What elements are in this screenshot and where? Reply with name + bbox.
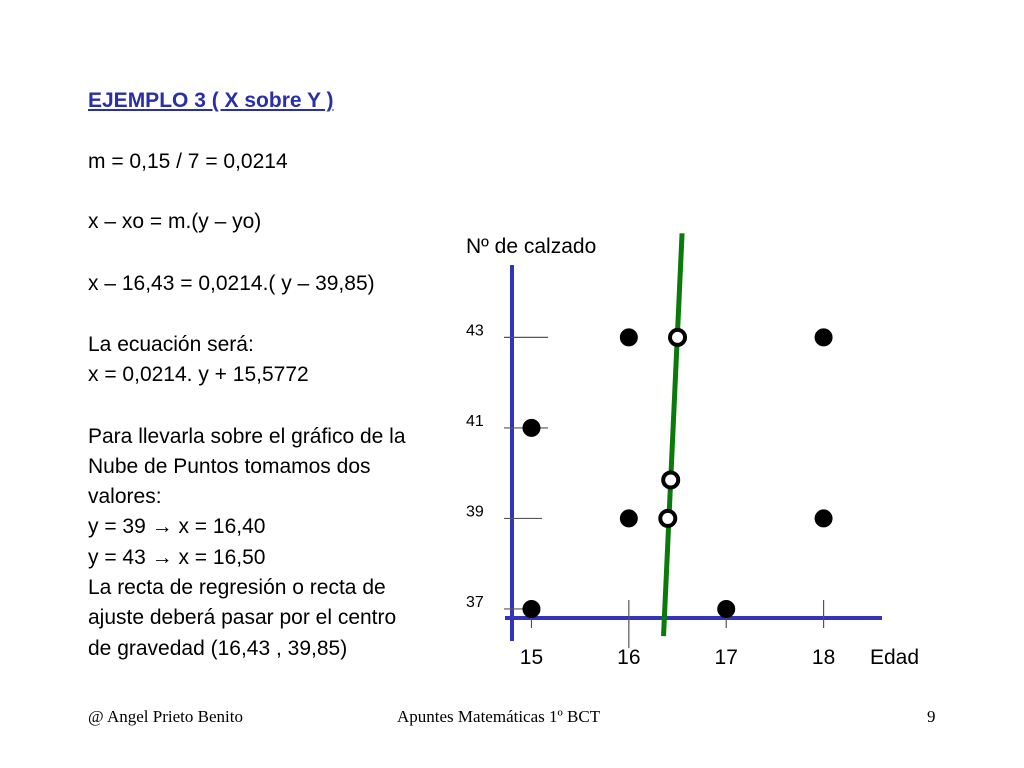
equation-intro: La ecuación será: — [88, 333, 254, 356]
data-point-1 — [522, 418, 541, 437]
conclusion-line-3: de gravedad (16,43 , 39,85) — [88, 637, 348, 660]
explanation-line-3: valores: — [88, 485, 162, 508]
conclusion-line-1: La recta de regresión o recta de — [88, 576, 386, 599]
data-point-4 — [717, 599, 736, 618]
y-tick-label-39: 39 — [466, 503, 484, 520]
y-axis-label: Nº de calzado — [466, 235, 596, 258]
x-tick-label-17: 17 — [715, 646, 738, 669]
hollow-point-0 — [658, 508, 678, 528]
x-axis-label: Edad — [870, 646, 919, 669]
data-point-5 — [814, 509, 833, 528]
regression-equation: x = 0,0214. y + 15,5772 — [88, 363, 309, 386]
slope-calc: m = 0,15 / 7 = 0,0214 — [88, 150, 288, 173]
value-pair-2: y = 43 → x = 16,50 — [88, 546, 266, 569]
substituted-formula: x – 16,43 = 0,0214.( y – 39,85) — [88, 272, 375, 295]
explanation-line-1: Para llevarla sobre el gráfico de la — [88, 425, 406, 448]
y-tick-label-37: 37 — [466, 594, 484, 611]
hollow-point-2 — [661, 470, 681, 490]
regression-line — [661, 233, 685, 637]
data-point-3 — [619, 328, 638, 347]
footer-course: Apuntes Matemáticas 1º BCT — [397, 707, 601, 726]
hollow-point-1 — [668, 327, 688, 347]
y-tick-label-43: 43 — [466, 322, 484, 339]
point-slope-formula: x – xo = m.(y – yo) — [88, 210, 262, 233]
footer-author: @ Angel Prieto Benito — [88, 707, 243, 726]
data-point-2 — [619, 509, 638, 528]
x-tick-label-16: 16 — [617, 646, 640, 669]
explanation-line-2: Nube de Puntos tomamos dos — [88, 455, 371, 478]
data-point-0 — [522, 599, 541, 618]
y-tick-label-41: 41 — [466, 413, 484, 430]
value-pair-1: y = 39 → x = 16,40 — [88, 515, 266, 538]
slide-title: EJEMPLO 3 ( X sobre Y ) — [88, 89, 334, 112]
conclusion-line-2: ajuste deberá pasar por el centro — [88, 606, 397, 629]
footer-page-number: 9 — [927, 707, 936, 726]
x-tick-label-15: 15 — [520, 646, 543, 669]
x-tick-label-18: 18 — [812, 646, 835, 669]
data-point-6 — [814, 328, 833, 347]
